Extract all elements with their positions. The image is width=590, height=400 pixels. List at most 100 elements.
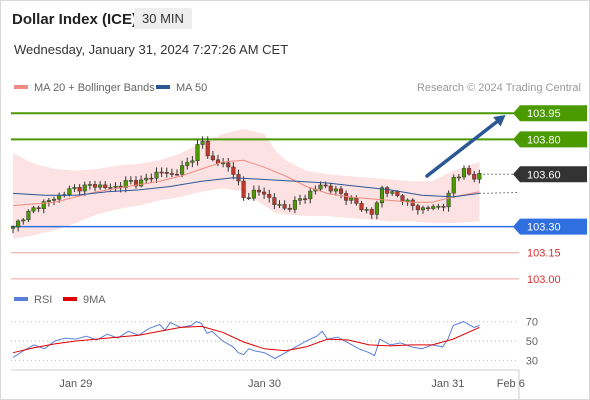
candle-body [231, 166, 236, 175]
candle [451, 174, 456, 198]
legend-swatch-rsi [14, 297, 28, 301]
x-tick-label: Jan 29 [59, 378, 92, 390]
candle-body [262, 191, 267, 195]
forecast-arrow-shaft [425, 119, 499, 178]
candle [149, 173, 154, 183]
candle-body [36, 207, 41, 210]
candle-body [303, 198, 308, 200]
candle [364, 207, 369, 214]
candle [200, 136, 205, 149]
candle-body [31, 207, 36, 212]
legend-swatch-ma50 [156, 85, 170, 89]
forecast-arrow [425, 114, 506, 178]
candle [287, 204, 292, 212]
legend-swatch-ma20 [14, 85, 28, 89]
candle [159, 167, 164, 178]
candle-body [221, 162, 226, 165]
candle [31, 205, 36, 214]
candle-body [379, 187, 385, 204]
candle-body [251, 189, 256, 199]
level-tag-bg [513, 218, 587, 235]
candle-body [82, 184, 87, 192]
candle [297, 194, 303, 205]
candle-body [72, 187, 77, 189]
candle-body [190, 160, 195, 163]
candle-body [123, 180, 128, 188]
candle [41, 199, 46, 214]
candle-body [180, 165, 185, 175]
candle-body [308, 190, 313, 200]
candle-body [159, 171, 164, 174]
candle [333, 185, 338, 196]
candle-body [133, 180, 139, 187]
candle-body [390, 191, 395, 194]
timestamp: Wednesday, January 31, 2024 7:27:26 AM C… [14, 42, 289, 57]
candle-body [256, 189, 262, 193]
price-legend: MA 20 + Bollinger Bands MA 50 Research ©… [14, 82, 581, 94]
level-tag-text: 103.30 [527, 222, 561, 234]
candle-body [431, 206, 436, 209]
candle [456, 174, 461, 182]
candle [390, 189, 395, 196]
rsi-tick-50: 50 [526, 336, 538, 348]
candle-body [374, 202, 379, 215]
candle-body [67, 188, 72, 195]
candle-body [226, 162, 231, 168]
candle-body [451, 177, 456, 194]
candle [256, 185, 262, 196]
level-tag-103.80: 103.80 [513, 131, 587, 148]
candle-body [446, 192, 451, 208]
forecast-arrow-head [493, 114, 506, 127]
candle [385, 185, 390, 198]
candles [10, 136, 482, 234]
candle [144, 173, 149, 183]
candle-body [282, 204, 287, 209]
level-label-103.15: 103.15 [527, 248, 561, 260]
candle-body [338, 188, 344, 194]
rsi-line [12, 321, 480, 360]
candle [139, 175, 144, 188]
candle [251, 185, 256, 201]
candle-body [385, 187, 390, 194]
candle-body [164, 172, 169, 174]
candle [420, 205, 426, 214]
candle-body [139, 179, 144, 187]
level-tag-bg [513, 105, 587, 122]
candle-body [436, 206, 441, 208]
candle [292, 196, 297, 214]
candle [103, 181, 108, 190]
candle [436, 203, 441, 210]
candle-body [359, 203, 364, 211]
candle [328, 182, 333, 195]
candle [16, 219, 21, 232]
candle [164, 167, 169, 178]
candle-body [456, 176, 461, 179]
candle-body [287, 207, 292, 210]
candle [92, 180, 98, 192]
candle [51, 196, 57, 206]
candle [226, 158, 231, 172]
candle-body [354, 197, 359, 204]
candle [441, 203, 446, 212]
candle [154, 167, 159, 184]
timeframe-button[interactable]: 30 MIN [134, 8, 192, 29]
candle-body [272, 197, 277, 205]
candle [190, 155, 195, 168]
candle [477, 169, 482, 184]
level-tag-text: 103.60 [527, 169, 561, 181]
candle [374, 200, 379, 220]
candle [82, 181, 87, 196]
candle-body [400, 195, 405, 202]
level-tag-103.30: 103.30 [513, 218, 587, 235]
candle [21, 218, 26, 225]
candle-body [441, 206, 446, 208]
candle [205, 136, 210, 159]
candle [359, 200, 364, 212]
candle [72, 184, 77, 192]
candle-body [108, 187, 113, 189]
level-label-103.00: 103.00 [527, 274, 561, 286]
candle [338, 185, 344, 199]
candle [87, 181, 92, 190]
level-tag-text: 103.80 [527, 134, 561, 146]
candle-body [241, 180, 246, 198]
